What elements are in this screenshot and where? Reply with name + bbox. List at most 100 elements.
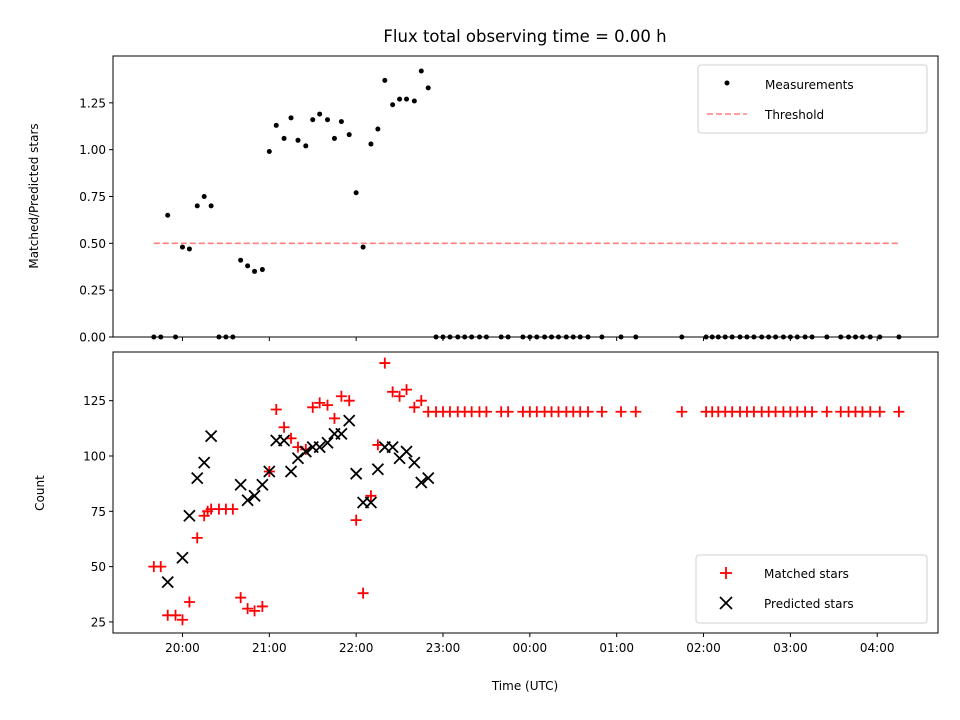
measurement-point [846, 334, 852, 340]
measurement-point [766, 334, 772, 340]
bottom-plot-frame [112, 351, 939, 634]
measurement-point [375, 126, 381, 132]
matched-star-point [328, 412, 340, 424]
matched-star-point [256, 600, 268, 612]
measurement-point [859, 334, 865, 340]
measurement-point [295, 137, 301, 143]
measurement-point [186, 246, 192, 252]
measurement-point [824, 334, 830, 340]
matched-star-point [322, 399, 333, 411]
measurement-point [230, 334, 236, 340]
measurement-point [542, 334, 548, 340]
matched-star-point [270, 404, 282, 416]
x-tick-label: 04:00 [860, 641, 895, 655]
matched-star-point [235, 592, 247, 604]
predicted-star-point [350, 467, 363, 480]
matched-star-point [387, 386, 399, 398]
measurement-point [303, 143, 309, 149]
predicted-star-point [263, 465, 276, 478]
measurement-point [368, 141, 374, 147]
measurement-point [281, 135, 287, 141]
predicted-star-point [256, 478, 269, 491]
top-y-tick-label: 0.75 [79, 190, 106, 204]
predicted-star-point [364, 496, 378, 509]
legend-predicted-label: Predicted stars [764, 597, 854, 611]
top-y-tick-label: 0.25 [79, 284, 106, 298]
predicted-star-point [183, 509, 196, 522]
predicted-star-point [248, 489, 261, 502]
measurement-point [245, 263, 251, 269]
matched-star-point [394, 390, 406, 402]
predicted-star-point [204, 429, 218, 443]
measurement-point [425, 85, 431, 91]
bottom-y-tick-label: 50 [91, 560, 106, 574]
matched-star-point [314, 397, 326, 409]
measurement-point [679, 334, 685, 340]
x-tick-label: 02:00 [686, 641, 721, 655]
legend-threshold-label: Threshold [764, 108, 824, 122]
matched-star-point [821, 406, 833, 418]
measurement-point [288, 115, 294, 121]
measurement-point [476, 334, 482, 340]
measurement-point [310, 117, 316, 123]
measurement-point [331, 135, 337, 141]
predicted-star-point [313, 441, 326, 454]
matched-star-point [343, 395, 355, 407]
measurement-point [867, 334, 873, 340]
measurement-point [404, 96, 410, 102]
measurement-point [483, 334, 489, 340]
matched-star-point [676, 406, 688, 418]
x-tick-label: 23:00 [426, 641, 461, 655]
predicted-star-point [335, 427, 348, 441]
measurement-point [570, 334, 576, 340]
measurement-point [455, 334, 461, 340]
measurement-point [353, 190, 359, 196]
measurement-point [411, 98, 417, 104]
predicted-star-point [386, 441, 399, 454]
matched-star-point [183, 596, 195, 608]
chart-title: Flux total observing time = 0.00 h [383, 27, 666, 46]
measurement-point [433, 334, 439, 340]
legend-matched-label: Matched stars [764, 567, 849, 581]
measurement-point [165, 212, 171, 218]
matched-star-point [615, 406, 627, 418]
matched-star-point [480, 406, 492, 418]
measurement-point [585, 334, 591, 340]
measurement-point [759, 334, 765, 340]
top-y-tick-label: 1.25 [79, 96, 106, 110]
measurement-point [266, 149, 272, 155]
predicted-star-point [299, 445, 312, 458]
bottom-y-tick-label: 100 [83, 449, 106, 463]
measurement-point [397, 96, 403, 102]
matched-star-point [191, 532, 203, 544]
matched-star-point [307, 401, 319, 413]
measurement-point [238, 257, 244, 263]
matched-star-point [401, 384, 413, 396]
measurement-point [440, 334, 446, 340]
measurement-point [780, 334, 786, 340]
legend-matched-marker [720, 567, 732, 579]
measurement-point [896, 334, 902, 340]
measurement-point [158, 334, 164, 340]
measurement-point [527, 334, 533, 340]
measurement-point [469, 334, 475, 340]
matched-star-point [242, 603, 254, 615]
bottom-y-tick-label: 125 [83, 394, 106, 408]
measurement-point [173, 334, 179, 340]
measurement-point [703, 334, 709, 340]
measurement-point [722, 334, 728, 340]
measurement-point [838, 334, 844, 340]
measurement-point [151, 334, 157, 340]
measurement-point [360, 244, 366, 250]
top-legend: Measurements Threshold [697, 64, 928, 134]
measurement-point [390, 102, 396, 108]
matched-star-point [415, 395, 427, 407]
matched-star-point [155, 561, 167, 573]
bottom-y-tick-label: 75 [91, 505, 106, 519]
legend-measurements-marker [724, 80, 730, 86]
measurement-point [498, 334, 504, 340]
predicted-star-point [343, 414, 356, 427]
predicted-star-point [241, 494, 254, 507]
predicted-star-point [422, 471, 435, 485]
